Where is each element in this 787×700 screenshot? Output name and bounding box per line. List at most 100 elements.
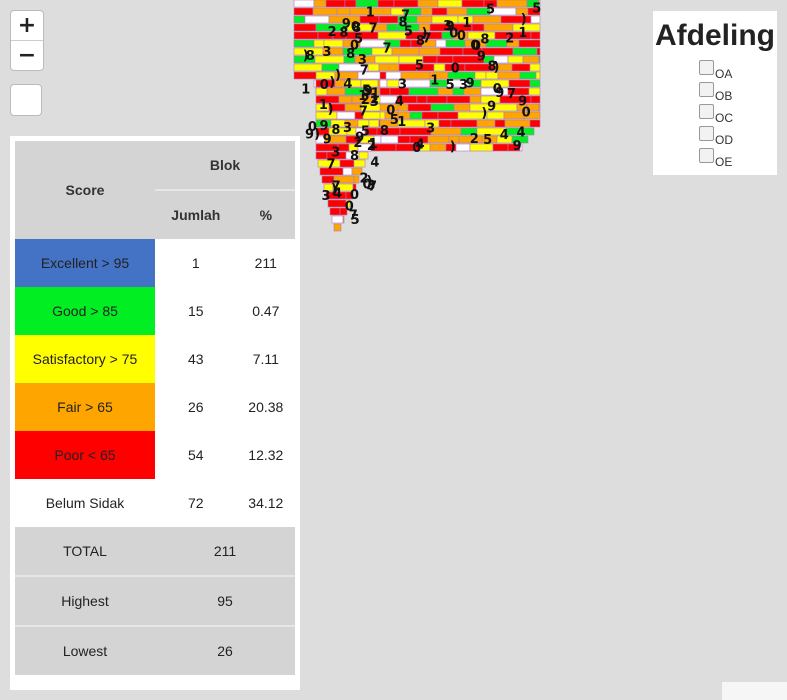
map-block[interactable] [522,23,541,32]
map-block[interactable] [437,111,459,120]
map-block[interactable] [530,95,541,104]
map-block[interactable] [293,63,323,72]
map-block[interactable] [450,119,478,128]
map-block[interactable] [315,151,328,160]
map-block[interactable] [483,23,514,32]
map-block[interactable] [416,95,428,104]
map-block[interactable] [529,63,541,72]
map-block[interactable] [353,159,366,168]
map-block[interactable] [342,167,353,176]
map-block[interactable] [378,87,381,96]
map-block[interactable] [399,39,412,48]
map-block[interactable] [416,15,433,24]
map-block[interactable] [528,87,541,96]
map-block[interactable] [378,15,399,24]
map-block[interactable] [527,7,541,16]
map-block[interactable] [367,63,380,72]
map-block[interactable] [368,119,380,128]
map-toggle-button[interactable] [10,84,42,116]
map-block[interactable] [293,0,315,8]
map-block[interactable] [378,119,381,128]
map-block[interactable] [437,0,463,8]
map-block[interactable] [418,47,441,56]
afdeling-option-oa[interactable]: OA [699,59,777,81]
zoom-in-button[interactable]: + [17,13,37,38]
map-block[interactable] [293,23,317,32]
map-block[interactable] [397,135,411,144]
map-block[interactable] [530,31,541,40]
afdeling-option-od[interactable]: OD [699,125,777,147]
map-block[interactable] [362,111,381,120]
map-block[interactable] [455,143,471,152]
map-block[interactable] [313,0,327,8]
checkbox[interactable] [699,104,714,119]
map-block[interactable] [325,0,346,8]
map-block[interactable] [538,55,541,64]
map-block[interactable] [304,15,330,24]
map-block[interactable] [377,79,381,88]
map-block[interactable] [471,23,485,32]
map-block[interactable] [357,143,372,152]
map-block[interactable] [427,135,450,144]
map-block[interactable] [519,143,523,152]
map-block[interactable] [345,199,351,208]
map-block[interactable] [293,15,306,24]
map-block[interactable] [293,39,315,48]
map-block[interactable] [364,127,378,136]
map-block[interactable] [378,63,400,72]
map-block[interactable] [518,39,541,48]
map-block[interactable] [474,71,487,80]
map-block[interactable] [293,7,314,16]
map-block[interactable] [461,0,485,8]
checkbox[interactable] [699,60,714,75]
map-block[interactable] [505,127,535,136]
map-block[interactable] [420,7,433,16]
map-block[interactable] [481,47,514,56]
map-block[interactable] [359,39,386,48]
map-block[interactable] [538,0,541,8]
map-block[interactable] [512,47,538,56]
checkbox[interactable] [699,82,714,97]
map-block[interactable] [430,127,462,136]
map-block[interactable] [360,103,381,112]
map-block[interactable] [408,87,439,96]
map-block[interactable] [377,31,407,40]
map-block[interactable] [497,71,521,80]
map-block[interactable] [338,95,353,104]
map-block[interactable] [344,0,357,8]
map-block[interactable] [535,71,541,80]
map-block[interactable] [386,23,398,32]
map-block[interactable] [433,63,446,72]
map-block[interactable] [494,119,506,128]
map-block[interactable] [353,175,360,184]
map-block[interactable] [469,95,482,104]
map-block[interactable] [476,119,496,128]
map-block[interactable] [421,111,439,120]
map-block[interactable] [522,55,540,64]
map-block[interactable] [336,7,351,16]
map-block[interactable] [492,103,518,112]
map-block[interactable] [357,71,381,80]
map-block[interactable] [536,47,541,56]
map-block[interactable] [511,135,529,144]
map-block[interactable] [374,55,400,64]
map-block[interactable] [511,63,531,72]
map-block[interactable] [430,103,455,112]
map-block[interactable] [435,39,447,48]
map-block[interactable] [391,47,420,56]
map-block[interactable] [492,143,509,152]
map-block[interactable] [438,119,452,128]
map-block[interactable] [336,111,356,120]
map-block[interactable] [377,0,395,8]
map-block[interactable] [446,95,471,104]
map-block[interactable] [342,215,345,224]
map-block[interactable] [496,0,528,8]
map-block[interactable] [372,95,381,104]
afdeling-option-ob[interactable]: OB [699,81,777,103]
map-block[interactable] [358,151,369,160]
map-block[interactable] [339,207,348,216]
map-block[interactable] [426,95,448,104]
map-block[interactable] [422,55,438,64]
map-block[interactable] [431,7,448,16]
